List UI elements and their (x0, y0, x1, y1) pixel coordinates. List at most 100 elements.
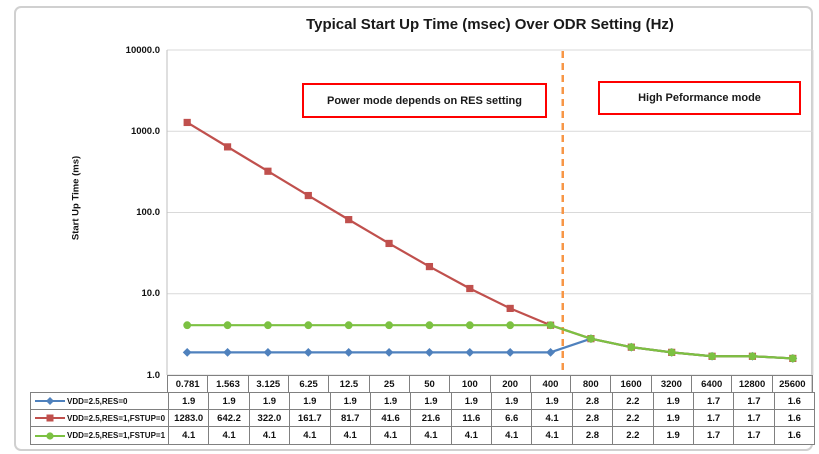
table-header-cell: 50 (408, 376, 449, 392)
table-row: VDD=2.5,RES=1,FSTUP=0 1283.0 642.2 322.0 161… (31, 410, 814, 427)
table-header-cell: 6400 (691, 376, 731, 392)
series-marker-diamond (546, 347, 555, 357)
series-marker-circle (264, 321, 272, 330)
series-marker-square (264, 167, 272, 175)
table-value-cell: 2.2 (612, 393, 652, 409)
table-value-cell: 2.8 (571, 427, 612, 444)
series-marker-square (304, 191, 312, 200)
table-value-cell: 4.1 (450, 427, 491, 444)
table-value-cell: 161.7 (289, 410, 329, 426)
table-value-cell: 4.1 (491, 427, 531, 444)
table-row: VDD=2.5,RES=0 1.9 1.9 1.9 1.9 1.9 1.9 1.9 1.9 1.9… (31, 393, 814, 410)
table-value-cell: 1.9 (248, 393, 289, 409)
table-header-cell: 3.125 (247, 376, 288, 392)
y-tick-label: 10.0 (141, 288, 161, 300)
annotation-high-performance-text: High Peformance mode (638, 92, 761, 104)
legend-square-marker-icon (35, 414, 65, 422)
legend-label: VDD=2.5,RES=1,FSTUP=1 (67, 431, 166, 440)
series-marker-diamond (384, 347, 394, 357)
legend-cell: VDD=2.5,RES=0 (31, 393, 168, 409)
series-line-1 (186, 121, 793, 360)
series-marker-circle (788, 354, 797, 363)
table-header-cell: 3200 (650, 376, 691, 392)
series-marker-square (223, 143, 232, 151)
chart-outer-frame (14, 6, 813, 451)
table-header-cell: 0.781 (167, 376, 207, 392)
series-marker-diamond (263, 347, 273, 357)
y-tick-label: 1.0 (146, 369, 160, 381)
series-marker-diamond (182, 347, 192, 357)
table-header-cell: 800 (570, 376, 610, 392)
table-value-cell: 4.1 (369, 427, 410, 444)
table-value-cell: 1.7 (692, 410, 733, 426)
table-value-cell: 642.2 (208, 410, 248, 426)
legend-cell: VDD=2.5,RES=1,FSTUP=0 (31, 410, 168, 426)
series-marker-diamond (505, 347, 515, 357)
table-value-cell: 41.6 (369, 410, 410, 426)
series-marker-circle (304, 321, 313, 330)
table-value-cell: 21.6 (410, 410, 450, 426)
table-body: VDD=2.5,RES=0 1.9 1.9 1.9 1.9 1.9 1.9 1.9 1.9 1.9… (30, 392, 815, 445)
table-value-cell: 1.9 (652, 393, 693, 409)
table-value-cell: 1.9 (652, 427, 693, 444)
table-value-cell: 1.6 (773, 410, 814, 426)
series-marker-diamond (344, 347, 354, 357)
series-marker-square (345, 216, 353, 224)
series-marker-square (425, 262, 434, 271)
series-marker-square (466, 284, 474, 293)
table-value-cell: 2.2 (612, 427, 652, 444)
annotation-high-performance-box: High Peformance mode (598, 81, 801, 115)
table-value-cell: 4.1 (289, 427, 329, 444)
table-header-cell: 1.563 (207, 376, 247, 392)
y-tick-label: 100.0 (136, 207, 160, 218)
series-line-2 (187, 324, 793, 360)
legend-cell: VDD=2.5,RES=1,FSTUP=1 (31, 427, 168, 444)
table-header-cell: 400 (529, 376, 570, 392)
table-value-cell: 1.9 (531, 393, 571, 409)
series-marker-circle (344, 321, 353, 330)
series-marker-circle (465, 321, 474, 330)
table-value-cell: 1.9 (491, 393, 531, 409)
table-value-cell: 81.7 (329, 410, 370, 426)
table-value-cell: 1.9 (410, 393, 450, 409)
series-marker-circle (748, 352, 757, 361)
table-header-cell: 12800 (731, 376, 771, 392)
table-value-cell: 1.6 (773, 393, 814, 409)
series-marker-square (506, 304, 514, 313)
table-header-row: 0.781 1.563 3.125 6.25 12.5 25 50 100 200 400 800 1… (167, 375, 813, 392)
table-value-cell: 1.9 (450, 393, 491, 409)
table-value-cell: 1.7 (692, 393, 733, 409)
legend-label: VDD=2.5,RES=1,FSTUP=0 (67, 413, 166, 423)
annotation-power-mode-box: Power mode depends on RES setting (302, 83, 547, 118)
table-header-cell: 100 (449, 376, 489, 392)
series-marker-square (183, 118, 191, 127)
table-header-cell: 12.5 (328, 376, 368, 392)
table-value-cell: 1.7 (733, 410, 773, 426)
series-marker-circle (667, 348, 676, 357)
table-header-cell: 25600 (771, 376, 812, 392)
table-value-cell: 1.9 (208, 393, 248, 409)
series-marker-circle (223, 321, 232, 330)
series-marker-diamond (465, 347, 475, 357)
table-header-cell: 6.25 (287, 376, 328, 392)
table-value-cell: 1.9 (289, 393, 329, 409)
table-value-cell: 1283.0 (168, 410, 208, 426)
table-value-cell: 4.1 (531, 427, 571, 444)
table-row: VDD=2.5,RES=1,FSTUP=1 4.1 4.1 4.1 4.1 4.1 4.1 4… (31, 427, 814, 444)
series-marker-circle (708, 352, 716, 361)
table-value-cell: 4.1 (168, 427, 208, 444)
table-value-cell: 1.7 (733, 427, 773, 444)
table-value-cell: 2.8 (571, 410, 612, 426)
table-value-cell: 1.6 (773, 427, 814, 444)
table-value-cell: 1.9 (369, 393, 410, 409)
legend-diamond-marker-icon (35, 397, 65, 405)
y-tick-label: 10000.0 (125, 44, 160, 56)
series-marker-circle (385, 321, 393, 330)
series-marker-circle (506, 321, 515, 330)
series-marker-square (385, 239, 393, 248)
table-header-cell: 200 (489, 376, 530, 392)
table-value-cell: 1.9 (329, 393, 370, 409)
series-marker-circle (425, 321, 434, 330)
table-value-cell: 1.9 (652, 410, 693, 426)
